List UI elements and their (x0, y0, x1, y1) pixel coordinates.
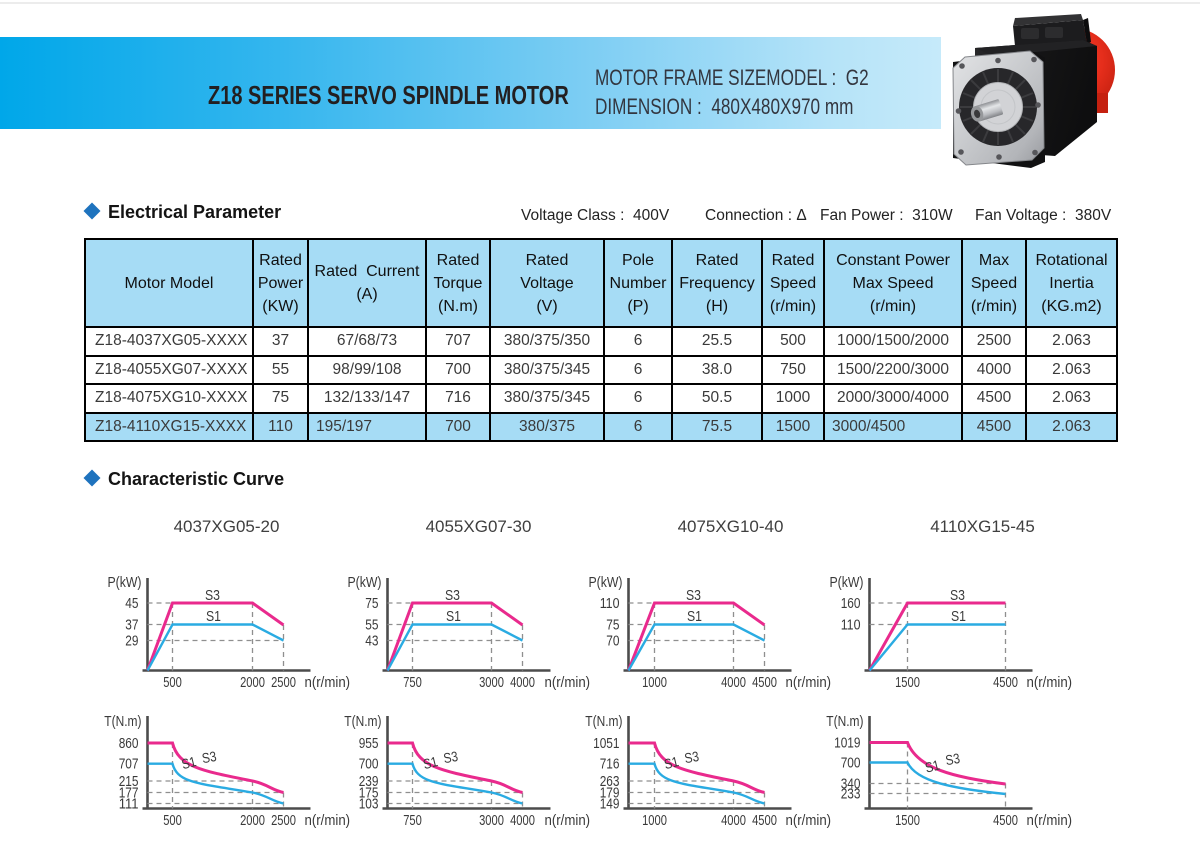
svg-text:4000: 4000 (510, 813, 535, 829)
svg-text:75: 75 (365, 596, 378, 612)
svg-text:S3: S3 (686, 587, 701, 604)
svg-text:103: 103 (359, 797, 379, 813)
svg-text:263: 263 (600, 774, 620, 790)
svg-text:n(r/min): n(r/min) (1027, 674, 1073, 691)
svg-text:1500: 1500 (895, 813, 920, 829)
svg-text:215: 215 (119, 774, 139, 790)
svg-text:S3: S3 (950, 587, 965, 604)
svg-text:4500: 4500 (752, 675, 777, 691)
svg-text:1019: 1019 (834, 736, 860, 752)
svg-text:S1: S1 (923, 757, 941, 776)
svg-text:860: 860 (119, 736, 139, 752)
svg-text:3000: 3000 (479, 675, 504, 691)
svg-text:111: 111 (119, 797, 139, 813)
svg-text:P(kW): P(kW) (108, 574, 142, 591)
svg-text:55: 55 (365, 618, 378, 634)
svg-text:S3: S3 (445, 587, 460, 604)
svg-text:n(r/min): n(r/min) (545, 674, 591, 691)
svg-text:37: 37 (125, 618, 138, 634)
svg-text:149: 149 (600, 797, 620, 813)
svg-text:4000: 4000 (721, 675, 746, 691)
svg-text:160: 160 (841, 596, 861, 612)
svg-text:716: 716 (600, 757, 620, 773)
svg-text:43: 43 (365, 634, 378, 650)
svg-text:2500: 2500 (271, 813, 296, 829)
svg-text:750: 750 (403, 813, 422, 829)
svg-text:3000: 3000 (479, 813, 504, 829)
svg-text:S3: S3 (201, 748, 218, 766)
svg-text:T(N.m): T(N.m) (344, 713, 381, 730)
svg-text:70: 70 (606, 634, 619, 650)
svg-text:S3: S3 (683, 748, 700, 766)
svg-text:175: 175 (359, 786, 379, 802)
svg-text:n(r/min): n(r/min) (786, 674, 832, 691)
svg-text:4000: 4000 (721, 813, 746, 829)
svg-text:1500: 1500 (895, 675, 920, 691)
svg-text:177: 177 (119, 786, 139, 802)
svg-text:P(kW): P(kW) (830, 574, 864, 591)
svg-text:110: 110 (600, 596, 620, 612)
svg-text:75: 75 (606, 618, 619, 634)
svg-text:n(r/min): n(r/min) (786, 812, 832, 829)
svg-text:4000: 4000 (510, 675, 535, 691)
svg-text:T(N.m): T(N.m) (826, 713, 863, 730)
svg-text:239: 239 (359, 774, 379, 790)
svg-text:4500: 4500 (993, 675, 1018, 691)
svg-text:n(r/min): n(r/min) (305, 674, 351, 691)
svg-text:955: 955 (359, 736, 379, 752)
svg-text:2000: 2000 (240, 813, 265, 829)
svg-text:S1: S1 (951, 608, 966, 625)
svg-text:340: 340 (841, 777, 861, 793)
svg-text:S1: S1 (446, 608, 461, 625)
svg-text:S3: S3 (442, 748, 459, 766)
svg-text:S1: S1 (662, 753, 680, 772)
svg-text:700: 700 (841, 756, 861, 772)
svg-text:750: 750 (403, 675, 422, 691)
svg-text:S3: S3 (205, 587, 220, 604)
svg-text:S1: S1 (421, 753, 439, 772)
svg-text:1000: 1000 (642, 675, 667, 691)
svg-text:700: 700 (359, 757, 379, 773)
svg-text:4500: 4500 (993, 813, 1018, 829)
svg-text:P(kW): P(kW) (348, 574, 382, 591)
svg-text:1000: 1000 (642, 813, 667, 829)
svg-text:233: 233 (841, 787, 861, 803)
svg-text:45: 45 (125, 596, 138, 612)
svg-text:29: 29 (125, 634, 138, 650)
svg-text:n(r/min): n(r/min) (1027, 812, 1073, 829)
svg-text:110: 110 (841, 618, 861, 634)
svg-text:S1: S1 (687, 608, 702, 625)
svg-text:500: 500 (163, 675, 182, 691)
svg-text:T(N.m): T(N.m) (104, 713, 141, 730)
svg-text:T(N.m): T(N.m) (585, 713, 622, 730)
svg-text:4500: 4500 (752, 813, 777, 829)
svg-text:2500: 2500 (271, 675, 296, 691)
svg-text:2000: 2000 (240, 675, 265, 691)
svg-text:n(r/min): n(r/min) (305, 812, 351, 829)
svg-text:707: 707 (119, 757, 139, 773)
svg-text:P(kW): P(kW) (589, 574, 623, 591)
svg-text:S3: S3 (944, 750, 961, 768)
svg-text:S1: S1 (206, 608, 221, 625)
svg-text:179: 179 (600, 786, 620, 802)
svg-text:500: 500 (163, 813, 182, 829)
svg-text:1051: 1051 (593, 736, 619, 752)
svg-text:S1: S1 (180, 753, 198, 772)
svg-text:n(r/min): n(r/min) (545, 812, 591, 829)
